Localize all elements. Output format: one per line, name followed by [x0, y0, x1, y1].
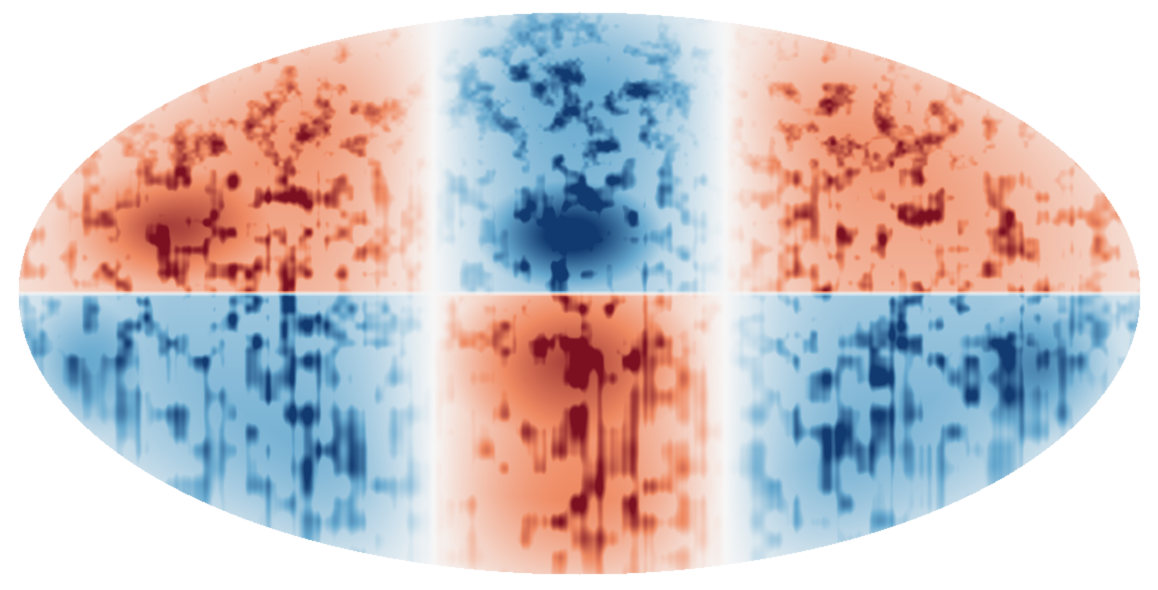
mollweide-sky-map	[0, 0, 1158, 590]
sky-map-figure	[0, 0, 1158, 590]
